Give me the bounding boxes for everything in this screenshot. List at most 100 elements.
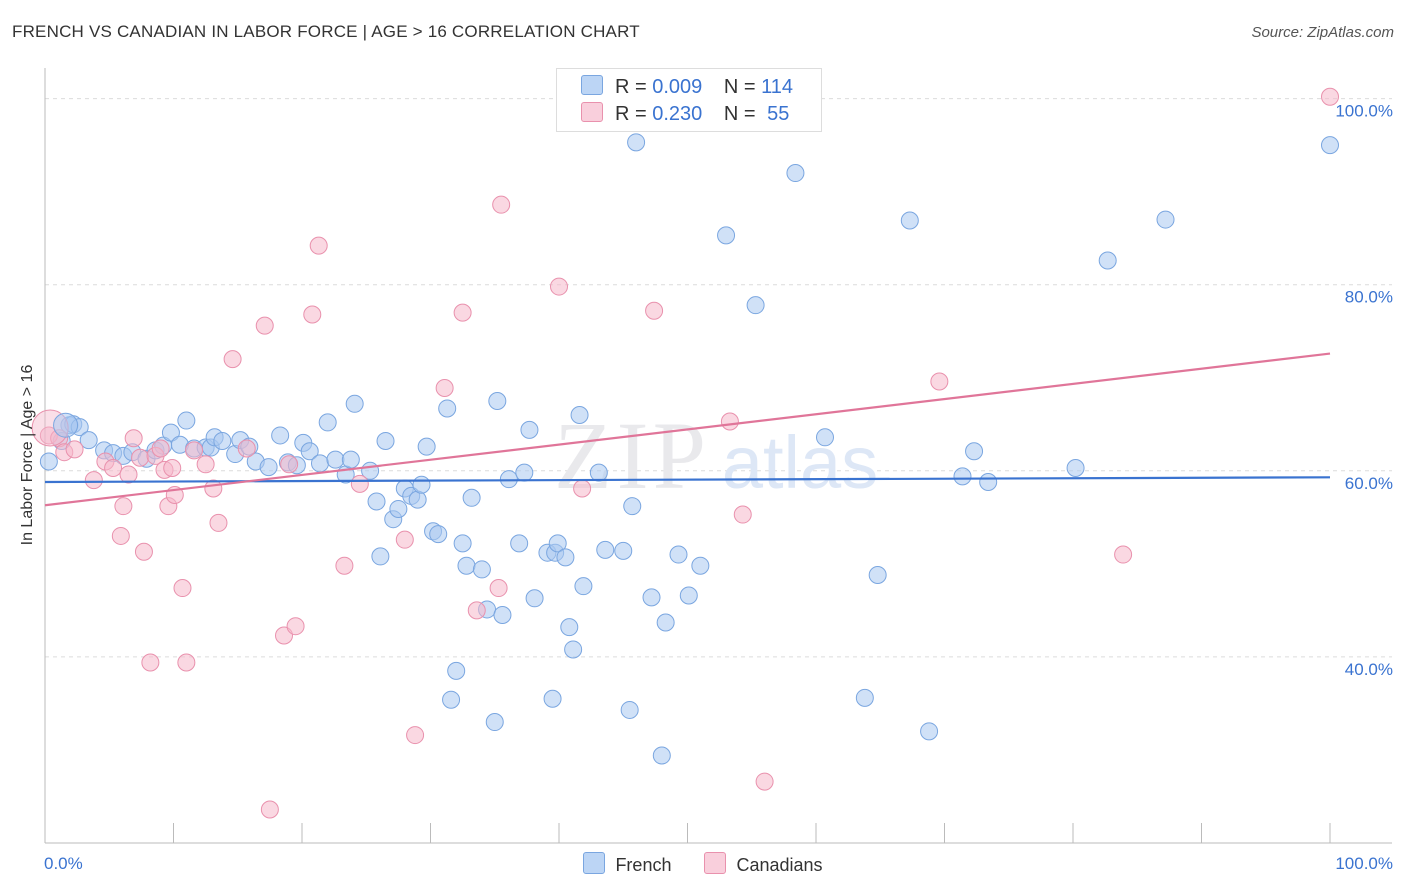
canadians-n-value: 55	[767, 103, 790, 125]
french-point	[493, 606, 512, 625]
french-point	[589, 463, 608, 482]
french-point	[326, 450, 345, 469]
french-legend-label: French	[615, 855, 672, 875]
canadians-point	[255, 316, 274, 335]
canadians-point	[237, 439, 256, 458]
y-tick-label: 60.0%	[1345, 474, 1393, 493]
canadians-point	[260, 800, 279, 819]
french-point	[376, 432, 395, 451]
french-point	[855, 688, 874, 707]
french-legend-swatch	[583, 852, 606, 874]
french-n-label: N =	[723, 76, 756, 98]
french-r-value: 0.009	[652, 76, 703, 98]
french-n-value: 114	[761, 76, 794, 98]
canadians-point	[173, 579, 192, 598]
canadians-point	[131, 448, 150, 467]
french-point	[488, 392, 507, 411]
french-point	[556, 548, 575, 567]
canadians-trend-line	[44, 352, 1331, 507]
french-point	[213, 432, 232, 451]
canadians-point	[309, 236, 328, 255]
canadians-point	[733, 505, 752, 524]
french-point	[1098, 251, 1117, 270]
canadians-point	[1114, 545, 1133, 564]
canadians-point	[489, 579, 508, 598]
french-point	[389, 499, 408, 518]
tick-labels: 40.0% 60.0% 80.0% 100.0% 0.0% 100.0%	[44, 102, 1393, 873]
canadians-point	[1321, 87, 1339, 106]
canadians-point	[467, 601, 486, 620]
legend-item-canadians[interactable]: Canadians	[704, 852, 823, 876]
french-point	[560, 618, 579, 637]
french-point	[53, 412, 79, 438]
french-point	[642, 588, 661, 607]
french-point	[79, 431, 98, 450]
french-point	[310, 454, 329, 473]
french-point	[510, 534, 529, 553]
canadians-point	[196, 455, 215, 474]
series-legend: French Canadians	[0, 852, 1406, 876]
canadians-point	[209, 513, 228, 532]
correlation-legend: R = 0.009 N = 114 R = 0.230 N = 55	[556, 68, 822, 132]
canadians-point	[720, 412, 739, 431]
french-point	[868, 566, 887, 585]
canadians-point	[185, 441, 204, 460]
canadians-r-value: 0.230	[652, 103, 703, 125]
canadians-point	[550, 277, 568, 296]
french-point	[371, 547, 390, 566]
canadians-point	[104, 459, 123, 478]
y-tick-label: 100.0%	[1335, 102, 1393, 121]
french-point	[652, 746, 671, 765]
french-point	[1321, 136, 1339, 155]
french-point	[161, 423, 180, 442]
french-trend-line	[44, 476, 1331, 484]
french-point	[815, 428, 834, 447]
french-point	[417, 437, 436, 456]
canadians-point	[151, 439, 170, 458]
trend-lines	[44, 352, 1331, 507]
canadians-point	[119, 465, 138, 484]
french-point	[412, 475, 431, 494]
canadians-point	[177, 653, 196, 672]
french-point	[177, 411, 196, 430]
legend-item-french[interactable]: French	[583, 852, 671, 876]
french-point	[623, 497, 642, 516]
french-point	[341, 450, 360, 469]
french-point	[485, 713, 504, 732]
french-r-label: R =	[615, 76, 647, 98]
french-point	[300, 442, 319, 461]
canadians-point	[223, 350, 242, 369]
french-point	[564, 640, 583, 659]
canadians-point	[124, 429, 143, 448]
canadians-n-label: N =	[723, 103, 756, 125]
y-tick-label: 40.0%	[1345, 660, 1393, 679]
chart-title: FRENCH VS CANADIAN IN LABOR FORCE | AGE …	[12, 22, 640, 41]
french-point	[1156, 210, 1175, 229]
y-axis-label: In Labor Force | Age > 16	[19, 364, 36, 546]
french-point	[367, 492, 386, 511]
canadians-point	[114, 497, 133, 516]
y-tick-label: 80.0%	[1345, 288, 1393, 307]
canadians-point	[350, 474, 369, 493]
french-point	[596, 540, 615, 559]
french-point	[574, 577, 593, 596]
french-point	[746, 296, 765, 315]
french-point	[543, 689, 562, 708]
french-point	[462, 488, 481, 507]
french-point	[39, 452, 58, 471]
canadians-point	[573, 479, 592, 498]
canadians-swatch	[581, 102, 603, 122]
canadians-point	[280, 455, 299, 474]
canadians-legend-label: Canadians	[736, 855, 823, 875]
french-point	[408, 490, 427, 509]
canadians-point	[492, 195, 511, 214]
french-point	[548, 534, 567, 553]
french-point	[515, 463, 534, 482]
canadians-point	[395, 530, 414, 549]
canadians-point	[406, 726, 425, 745]
french-point	[457, 556, 476, 575]
french-point	[429, 525, 448, 544]
canadians-r-label: R =	[615, 103, 647, 125]
french-point	[953, 467, 972, 486]
french-point	[453, 534, 472, 553]
